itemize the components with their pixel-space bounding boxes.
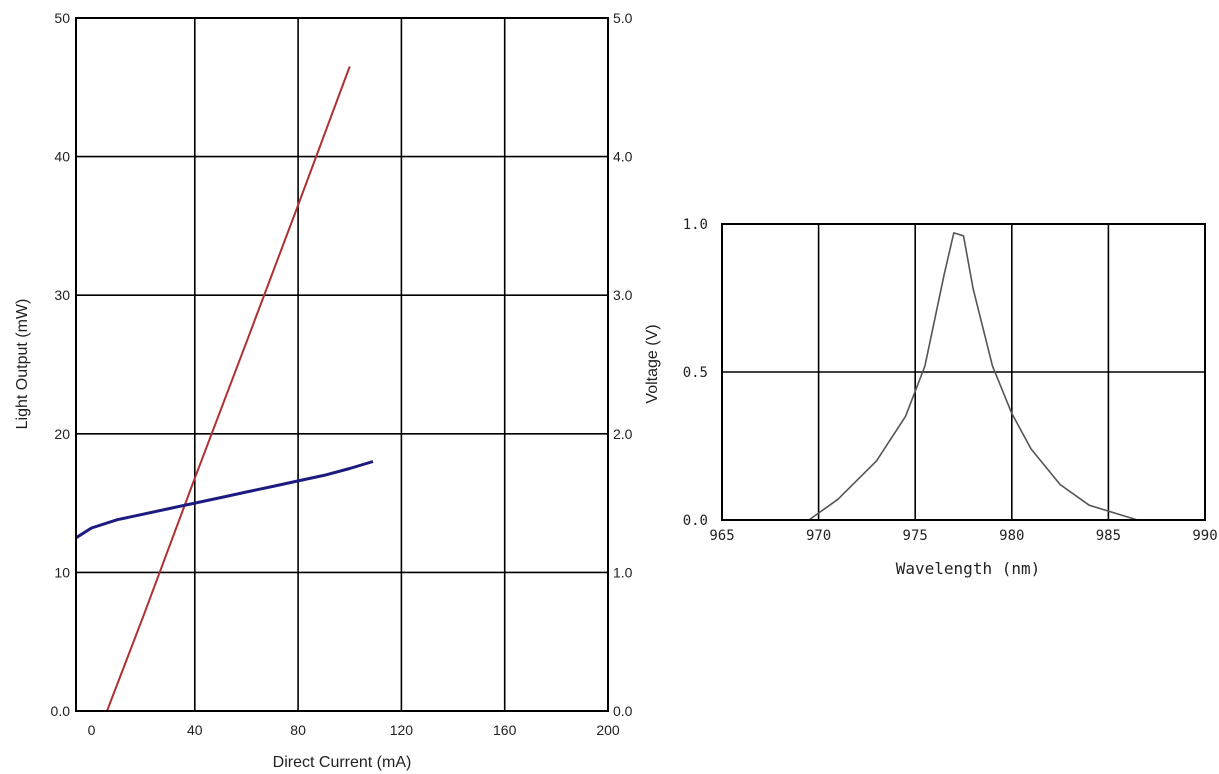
x-axis-label-wavelength: Wavelength (nm) (896, 559, 1041, 578)
left-x-tick-label: 40 (187, 722, 203, 738)
light-output-series-line (76, 66, 351, 712)
y2-axis-label-voltage: Voltage (V) (644, 324, 661, 403)
left-chart-ticks: 0 40 80 120 160 200 0.0 10 20 30 40 50 0.0 1.0 2.0 3.0 4… (51, 10, 633, 738)
right-x-tick-label: 970 (806, 528, 831, 544)
left-y2-tick-label: 0.0 (613, 703, 633, 719)
left-x-tick-label: 80 (290, 722, 306, 738)
right-chart-grid (722, 224, 1205, 520)
right-x-tick-label: 985 (1096, 528, 1121, 544)
right-x-tick-label: 980 (999, 528, 1024, 544)
right-y-tick-label: 0.5 (683, 365, 708, 381)
left-y-tick-label: 40 (54, 149, 70, 165)
left-x-tick-label: 120 (390, 722, 414, 738)
right-x-tick-label: 990 (1192, 528, 1217, 544)
right-chart-frame (721, 223, 1206, 521)
left-chart-grid (76, 18, 608, 711)
right-chart-ticks: 965 970 975 980 985 990 0.0 0.5 1.0 (683, 217, 1218, 544)
y-axis-label-light-output: Light Output (mW) (14, 299, 31, 430)
voltage-series-line (75, 460, 374, 540)
left-y2-tick-label: 2.0 (613, 426, 633, 442)
left-y2-tick-label: 5.0 (613, 10, 633, 26)
left-y-tick-label: 30 (54, 287, 70, 303)
right-x-tick-label: 975 (903, 528, 928, 544)
left-y-tick-label: 20 (54, 426, 70, 442)
left-y-tick-label: 0.0 (51, 703, 71, 719)
x-axis-label-current: Direct Current (mA) (273, 754, 412, 771)
right-x-tick-label: 965 (709, 528, 734, 544)
left-y2-tick-label: 1.0 (613, 564, 633, 580)
left-y2-tick-label: 4.0 (613, 149, 633, 165)
right-y-tick-label: 1.0 (683, 217, 708, 233)
left-y-tick-label: 10 (54, 564, 70, 580)
left-chart-frame (75, 17, 609, 712)
left-x-tick-label: 160 (493, 722, 517, 738)
left-x-tick-label: 200 (596, 722, 620, 738)
right-chart-series (808, 232, 1138, 521)
left-y-tick-label: 50 (54, 10, 70, 26)
left-x-tick-label: 0 (88, 722, 96, 738)
right-y-tick-label: 0.0 (683, 513, 708, 529)
left-chart-series (75, 66, 374, 712)
left-y2-tick-label: 3.0 (613, 287, 633, 303)
spectrum-series-line (808, 232, 1138, 521)
